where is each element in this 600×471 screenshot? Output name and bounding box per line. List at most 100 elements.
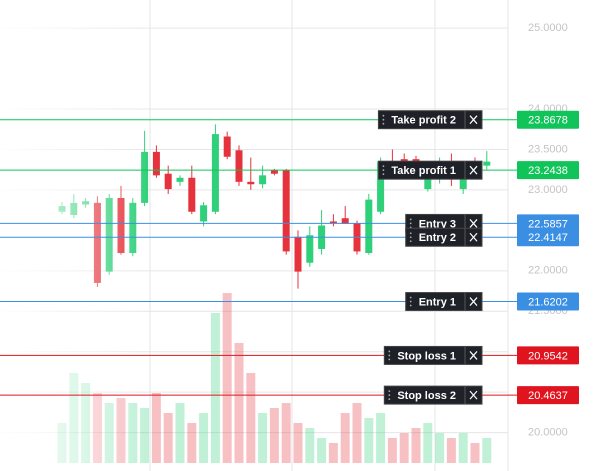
volume-bar: [234, 343, 244, 463]
price-tag: [517, 110, 579, 129]
volume-bar: [470, 443, 480, 463]
drag-handle-dot: [409, 304, 412, 307]
order-control[interactable]: Stop loss 1: [383, 345, 483, 365]
drag-handle-dot: [388, 390, 391, 393]
candle-body: [176, 177, 184, 182]
volume-bar: [352, 403, 362, 463]
order-layer: Take profit 2 23.8678 Take profit 1 23.2438…: [0, 110, 579, 405]
candle-body: [200, 205, 208, 222]
price-tag-label: 22.4147: [528, 232, 568, 244]
y-tick-label: 25.0000: [528, 22, 568, 34]
drag-handle-dot: [382, 118, 385, 121]
price-tag: [517, 161, 579, 180]
candle-body: [247, 181, 255, 185]
candle-body: [329, 221, 337, 224]
drag-handle-dot: [382, 165, 385, 168]
order-label: Take profit 2: [391, 115, 456, 127]
volume-bar: [305, 428, 315, 463]
volume-bar: [317, 438, 327, 463]
volume-bar: [446, 438, 456, 463]
candle-body: [235, 150, 243, 182]
candle-body: [282, 170, 290, 252]
candle-body: [259, 175, 267, 185]
volume-bar: [293, 423, 303, 463]
order-label: Stop loss 1: [397, 350, 456, 362]
order-label-box: [383, 385, 483, 405]
price-tag: [517, 346, 579, 365]
y-tick-label: 20.0000: [528, 427, 568, 439]
drag-handle-dot: [382, 122, 385, 125]
close-icon: [469, 390, 478, 400]
order-label-box: [405, 292, 483, 312]
drag-handle-dot: [409, 296, 412, 299]
drag-handle-dot: [388, 358, 391, 361]
close-button[interactable]: [469, 115, 478, 125]
order-label-box: [383, 345, 483, 365]
close-button[interactable]: [469, 219, 478, 228]
candle-body: [294, 236, 302, 272]
candle-body: [188, 177, 196, 212]
order-label-box: [377, 110, 483, 130]
volume-bar: [163, 413, 173, 463]
price-tag: [517, 228, 579, 247]
drag-handle-dot: [388, 350, 391, 353]
order-control[interactable]: Entry 1: [405, 292, 483, 312]
volume-bar: [435, 433, 445, 463]
volume-bar: [246, 373, 256, 463]
volume-bar: [423, 423, 433, 463]
order-label-box: [405, 227, 483, 247]
order-label: Take profit 1: [391, 165, 456, 177]
close-icon: [469, 351, 478, 360]
drag-handle-dot: [382, 114, 385, 117]
order-label: Entry 3: [419, 218, 456, 230]
volume-bar: [364, 418, 374, 463]
price-tag-label: 21.6202: [528, 296, 568, 308]
close-icon: [469, 165, 478, 175]
price-tag-label: 20.4637: [528, 390, 568, 402]
y-tick-label: 23.0000: [528, 184, 568, 196]
candle-body: [270, 170, 278, 174]
close-button[interactable]: [469, 165, 478, 175]
volume-bar: [399, 433, 409, 463]
volume-bar: [411, 428, 421, 463]
drag-handle-dot: [388, 354, 391, 357]
close-icon: [469, 115, 478, 125]
drag-handle-dot: [409, 218, 412, 221]
volume-bar: [187, 423, 197, 463]
close-icon: [469, 232, 478, 242]
drag-handle-dot: [382, 173, 385, 176]
volume-bar: [269, 408, 279, 463]
close-icon: [469, 219, 478, 228]
price-tag-label: 23.2438: [528, 165, 568, 177]
close-button[interactable]: [469, 351, 478, 360]
candle-body: [223, 136, 231, 157]
close-button[interactable]: [469, 232, 478, 242]
order-control[interactable]: Stop loss 2: [383, 385, 483, 405]
drag-handle-dot: [409, 222, 412, 225]
volume-bar: [258, 413, 268, 463]
order-control[interactable]: Entry 2: [405, 227, 483, 247]
close-button[interactable]: [469, 297, 478, 306]
price-tag-label: 23.8678: [528, 115, 568, 127]
candle-body: [152, 151, 160, 176]
y-tick-label: 23.5000: [528, 143, 568, 155]
drag-handle-dot: [409, 300, 412, 303]
candle-body: [341, 218, 349, 224]
close-button[interactable]: [469, 390, 478, 400]
volume-bar: [387, 438, 397, 463]
drag-handle-dot: [382, 169, 385, 172]
order-control[interactable]: Take profit 1: [377, 160, 483, 180]
drag-handle-dot: [388, 394, 391, 397]
drag-handle-dot: [409, 236, 412, 239]
order-control[interactable]: Take profit 2: [377, 110, 483, 130]
candle-body: [459, 170, 467, 190]
volume-bar: [151, 393, 161, 463]
price-tag: [517, 214, 579, 233]
close-icon: [469, 297, 478, 306]
volume-bar: [340, 413, 350, 463]
order-label: Entry 2: [419, 232, 456, 244]
candle-body: [377, 161, 385, 212]
volume-bar: [210, 313, 220, 463]
y-tick-label: 22.0000: [528, 265, 568, 277]
